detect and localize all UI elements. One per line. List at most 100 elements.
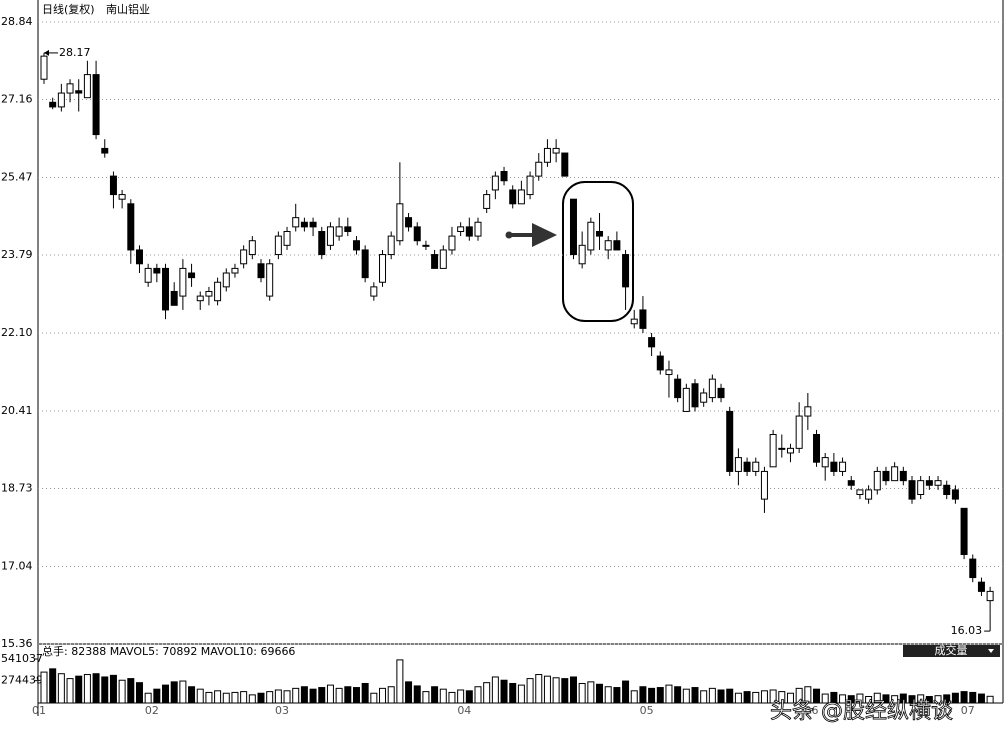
candle-body [977,581,985,592]
x-tick-label: 04 [457,704,471,717]
stock-name: 南山铝业 [106,2,150,16]
arrow-head [532,223,557,247]
candle-body [40,55,48,80]
watermark: 头条 @股经纵横谈 [770,699,953,724]
candle-body [795,415,803,449]
candle-body [179,267,187,297]
volume-bar [248,694,256,704]
volume-bar [804,686,812,704]
volume-bar [969,691,977,704]
volume-bar [422,691,430,704]
y-tick-label: 22.10 [1,326,33,339]
volume-bar [457,689,465,704]
candle-body [717,387,725,399]
candle-body [639,309,647,329]
volume-bar [491,676,499,704]
volume-bar [439,688,447,704]
volume-bar [318,687,326,704]
candle-body [908,480,916,500]
volume-bar [274,689,282,704]
volume-bar [283,690,291,704]
x-tick-label: 07 [961,704,975,717]
volume-bar [674,686,682,704]
volume-bar [396,659,404,704]
volume-bar [413,685,421,704]
candle-body [231,267,239,274]
volume-bar [639,686,647,704]
candle-body [413,226,421,242]
candle-body [396,203,404,242]
candle-body [726,410,734,472]
candle-body [101,147,109,154]
y-tick-label: 20.41 [1,404,33,417]
volume-bar [118,679,126,704]
volume-selector-label[interactable]: 成交量 [935,643,968,657]
volume-bar [769,689,777,704]
candle-body [465,226,473,237]
candle-body [561,152,569,177]
volume-bar [708,687,716,704]
volume-bar [92,673,100,704]
candle-body [917,480,925,495]
annotation-label: 16.03 [951,624,983,637]
volume-bar [596,683,604,704]
candle-body [318,230,326,256]
volume-bar [665,684,673,704]
volume-bar [752,691,760,704]
candle-body [92,74,100,136]
y-tick-label: 23.79 [1,248,33,261]
volume-bar [266,691,274,704]
candle-body [222,272,230,288]
candle-body [734,457,742,472]
volume-bar [925,695,933,704]
candle-body [118,194,126,200]
candle-body [188,272,196,279]
volume-bar [257,692,265,704]
candle-body [891,466,899,482]
candle-body [196,295,204,302]
candle-body [274,235,282,256]
volume-bar [977,693,985,704]
candle-body [283,230,291,246]
volume-bar [543,675,551,704]
volume-bar [57,673,65,704]
volume-bar [127,678,135,704]
y-tick-label: 18.73 [1,482,33,495]
volume-bar [726,688,734,704]
candle-body [292,217,300,228]
volume-bar [760,690,768,704]
volume-bar [630,690,638,704]
dropdown-icon[interactable] [988,649,994,653]
volume-bar [552,677,560,704]
volume-bar [153,688,161,704]
volume-bar [569,676,577,704]
candle-body [144,267,152,283]
candle-body [760,470,768,500]
candle-body [804,406,812,417]
candle-body [509,189,517,205]
candle-body [109,175,117,196]
volume-bar [170,681,178,704]
volume-bar [734,692,742,704]
volume-selector[interactable] [903,645,1000,657]
candle-body [578,244,586,265]
candle-body [326,226,334,246]
volume-bar [873,692,881,704]
candle-body [934,480,942,486]
candle-body [839,461,847,472]
candle-body [405,217,413,228]
volume-bar [448,691,456,704]
volume-bar [578,682,586,704]
candle-body [630,318,638,325]
candle-body [153,267,161,274]
candle-body [57,92,65,108]
candle-body [49,101,57,108]
volume-bar [509,682,517,704]
volume-bar [613,687,621,704]
candle-body [517,189,525,205]
x-tick-label: 01 [32,704,46,717]
volume-bar [717,689,725,704]
candle-body [691,383,699,408]
candle-body [248,240,256,256]
